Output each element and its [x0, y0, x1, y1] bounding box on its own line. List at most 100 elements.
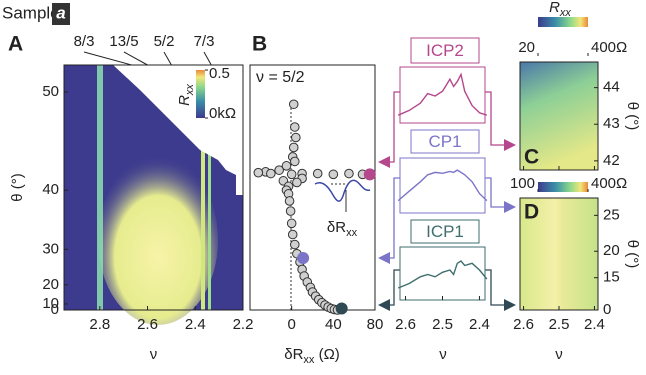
point [286, 169, 297, 180]
point [253, 167, 264, 178]
x-tick-label: 2.5 [432, 316, 453, 333]
colorbar-label: 400Ω [591, 39, 627, 56]
x-axis-label: ν [439, 346, 447, 363]
y-tick-label: 30 [42, 240, 59, 257]
x-tick-label: 80 [367, 316, 384, 333]
colorbar-title-main: R [176, 95, 193, 106]
y-tick-label: 10 [42, 295, 59, 312]
arrow [504, 201, 516, 213]
y-tick-label: 0 [51, 301, 59, 318]
heatmap-region [98, 155, 218, 325]
y-tick-label: 15 [603, 269, 620, 286]
colorbar [538, 17, 588, 27]
x-axis-label-unit: (Ω) [314, 346, 339, 363]
x-axis-label: ν [150, 346, 158, 363]
point [285, 206, 296, 216]
top-tick-label: 13/5 [109, 33, 138, 50]
top-tick [123, 51, 148, 66]
colorbar-label: 100 [510, 175, 535, 192]
y-axis-label: θ (°) [9, 173, 26, 202]
arrow [504, 139, 516, 151]
x-axis-label: δRxx (Ω) [284, 346, 340, 366]
highlight-point [335, 302, 348, 315]
colorbar-title-sub: xx [559, 7, 572, 19]
x-tick-label: 0 [287, 316, 295, 333]
legend-label: ICP2 [426, 41, 464, 60]
inset-curve [314, 179, 371, 202]
point [286, 218, 297, 229]
arrow [378, 299, 390, 311]
heatmap-stripe [208, 150, 211, 310]
top-tick-label: 8/3 [74, 33, 95, 50]
highlight-point [363, 168, 376, 181]
y-tick-label: 0 [603, 301, 611, 318]
y-axis-label: θ (°) [624, 102, 641, 131]
point [292, 177, 302, 188]
point [328, 169, 339, 180]
x-tick-label: 2.6 [137, 316, 158, 333]
point [344, 168, 354, 179]
colorbar-label: 400Ω [591, 175, 627, 192]
heatmap-bg [520, 62, 598, 170]
top-tick [203, 51, 212, 66]
colorbar [538, 182, 588, 192]
legend-box [410, 129, 480, 154]
colorbar-label: 20 [518, 39, 535, 56]
top-tick-label: 7/3 [194, 33, 215, 50]
sample-label: Sample [2, 3, 60, 22]
legend-label: CP1 [428, 132, 461, 151]
heatmap-stripe [201, 150, 205, 310]
x-tick-label: 2.4 [584, 316, 605, 333]
point [288, 99, 299, 110]
x-tick-label: 2.5 [549, 316, 570, 333]
point [289, 122, 300, 132]
y-axis-label: θ (°) [624, 240, 641, 269]
connector [388, 177, 505, 259]
y-tick-label: 50 [42, 83, 59, 100]
annotation: ν = 5/2 [256, 69, 305, 86]
colorbar [196, 70, 205, 118]
highlight-point [297, 251, 310, 264]
point [266, 168, 276, 179]
top-tick-label: 5/2 [154, 33, 175, 50]
plot-frame [249, 64, 376, 311]
colorbar-label: 0.5 [209, 65, 230, 82]
plot-frame [399, 66, 486, 124]
line [397, 260, 488, 289]
point [289, 239, 300, 250]
x-tick-label: 40 [325, 316, 342, 333]
panel-label: D [524, 201, 539, 224]
y-tick-label: 44 [603, 79, 620, 96]
legend-box [410, 37, 480, 64]
colorbar-title: Rxx [549, 0, 571, 19]
plot-frame [63, 64, 244, 311]
top-tick [83, 51, 132, 66]
inset-label: δRxx [327, 219, 358, 239]
legend-label: ICP1 [426, 222, 464, 241]
y-tick-label: 20 [603, 242, 620, 259]
colorbar-title-sub: xx [184, 84, 196, 97]
x-axis-label-main: δR [284, 346, 303, 363]
colorbar-label: 0kΩ [209, 105, 236, 122]
colorbar-title: Rxx [176, 84, 196, 106]
line [397, 72, 488, 116]
arrow [378, 252, 390, 264]
x-tick-label: 2.4 [469, 316, 490, 333]
panel-label: A [8, 33, 23, 56]
y-tick-label: 40 [42, 181, 59, 198]
colorbar-title-main: R [549, 0, 560, 16]
plot-frame [399, 246, 486, 301]
y-tick-label: 25 [603, 206, 620, 223]
connector [388, 269, 505, 306]
panel-label: B [252, 33, 267, 56]
connectors [388, 91, 505, 306]
x-axis-label: ν [555, 346, 563, 363]
arrow [504, 299, 516, 311]
point [274, 165, 284, 175]
x-tick-label: 2.6 [395, 316, 416, 333]
panel-label: C [524, 146, 539, 169]
y-tick-label: 43 [603, 115, 620, 132]
x-tick-label: 2.6 [513, 316, 534, 333]
top-tick [163, 51, 172, 66]
line [397, 169, 488, 202]
